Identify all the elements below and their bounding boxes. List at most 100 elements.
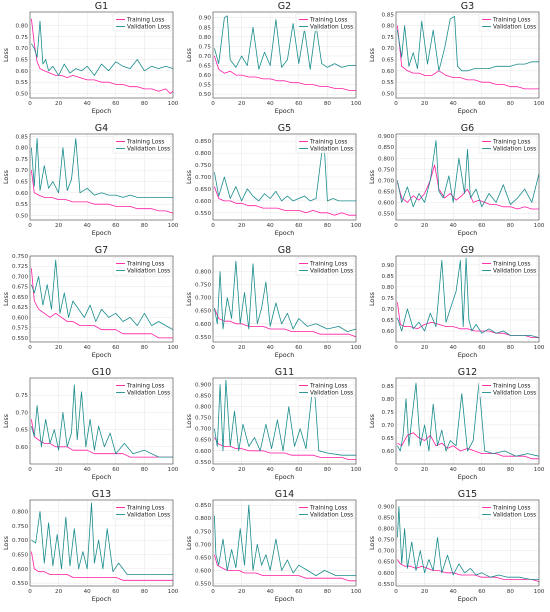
x-tick-label: 80 <box>141 223 149 229</box>
x-tick-label: 60 <box>295 345 303 351</box>
y-axis-label: Loss <box>368 169 376 184</box>
training-loss-line <box>214 437 356 460</box>
y-tick-label: 0.625 <box>12 305 28 311</box>
x-tick-label: 20 <box>421 223 429 229</box>
x-tick-label: 0 <box>28 101 32 107</box>
y-tick-label: 0.850 <box>195 139 211 145</box>
chart-title: G9 <box>461 245 474 256</box>
legend-label-training: Training Loss <box>126 140 164 146</box>
y-tick-label: 0.75 <box>199 44 212 50</box>
y-tick-label: 0.600 <box>378 571 394 577</box>
chart-panel-g6: 0 20 40 60 80 100 0.550 0.600 0.650 0.700 0.750 0.8… <box>366 122 549 244</box>
y-tick-label: 0.700 <box>195 427 211 433</box>
legend-box <box>295 257 355 276</box>
x-tick-label: 60 <box>295 101 303 107</box>
x-tick-label: 100 <box>534 467 545 473</box>
validation-loss-line <box>397 257 540 338</box>
y-tick-label: 0.70 <box>382 46 395 52</box>
y-tick-label: 0.800 <box>378 156 394 162</box>
plot-frame <box>29 499 174 587</box>
x-tick-label: 20 <box>55 467 63 473</box>
y-tick-label: 0.600 <box>195 322 211 328</box>
x-tick-label: 20 <box>421 589 429 595</box>
chart-panel-g10: 0 20 40 60 80 100 0.60 0.65 0.70 0.75 G10 Epoch Loss… <box>0 366 183 488</box>
chart-panel-g2: 0 20 40 60 80 100 0.50 0.55 0.60 0.65 0.70 0.75 0.80… <box>183 0 366 122</box>
y-tick-label: 0.75 <box>16 393 29 399</box>
y-tick-label: 0.50 <box>382 91 395 97</box>
x-axis-label: Epoch <box>92 351 112 359</box>
y-tick-label: 0.85 <box>199 25 212 31</box>
y-tick-label: 0.750 <box>195 416 211 422</box>
y-axis-label: Loss <box>2 413 10 428</box>
x-axis-label: Epoch <box>275 229 295 237</box>
x-tick-label: 0 <box>28 345 32 351</box>
chart-panel-g15: 0 20 40 60 80 100 0.550 0.600 0.650 0.700 0.750 0.8… <box>366 488 549 610</box>
x-tick-label: 80 <box>324 101 332 107</box>
y-tick-label: 0.600 <box>195 568 211 574</box>
x-tick-label: 40 <box>267 345 275 351</box>
legend-label-training: Training Loss <box>126 384 164 390</box>
y-tick-label: 0.60 <box>382 449 395 455</box>
chart-svg: 0 20 40 60 80 100 0.550 0.600 0.650 0.700 0.750 0.8… <box>368 123 545 237</box>
x-tick-label: 0 <box>211 345 215 351</box>
y-tick-label: 0.575 <box>12 326 28 332</box>
chart-svg: 0 20 40 60 80 100 0.50 0.55 0.60 0.65 0.70 0.75 0.80… <box>185 1 362 115</box>
y-tick-label: 0.65 <box>382 318 395 324</box>
y-tick-label: 0.80 <box>382 24 395 30</box>
y-tick-label: 0.800 <box>195 270 211 276</box>
y-axis-label: Loss <box>185 413 193 428</box>
chart-title: G3 <box>461 1 474 12</box>
legend-box <box>295 379 355 398</box>
validation-loss-line <box>31 384 173 458</box>
y-tick-label: 0.60 <box>199 73 212 79</box>
y-tick-label: 0.70 <box>382 307 395 313</box>
x-axis-label: Epoch <box>275 473 295 481</box>
y-tick-label: 0.600 <box>12 315 28 321</box>
chart-svg: 0 20 40 60 80 100 0.550 0.600 0.650 0.700 0.750 0.8… <box>185 367 362 481</box>
chart-panel-g5: 0 20 40 60 80 100 0.550 0.600 0.650 0.700 0.750 0.8… <box>183 122 366 244</box>
y-tick-label: 0.60 <box>16 191 29 197</box>
y-tick-label: 0.750 <box>195 163 211 169</box>
y-tick-label: 0.80 <box>16 24 29 30</box>
y-tick-label: 0.85 <box>16 134 29 140</box>
validation-loss-line <box>397 140 540 208</box>
chart-title: G6 <box>461 123 474 134</box>
training-loss-line <box>397 25 539 90</box>
training-loss-line <box>214 55 356 91</box>
x-tick-label: 60 <box>112 223 120 229</box>
plot-frame <box>29 255 174 343</box>
x-tick-label: 20 <box>238 223 246 229</box>
y-tick-label: 0.750 <box>378 538 394 544</box>
y-tick-label: 0.75 <box>382 35 395 41</box>
x-tick-label: 80 <box>507 345 515 351</box>
y-tick-label: 0.550 <box>12 336 28 342</box>
y-tick-label: 0.65 <box>16 428 29 434</box>
x-tick-label: 40 <box>84 345 92 351</box>
y-tick-label: 0.650 <box>12 552 28 558</box>
training-loss-line <box>214 554 356 582</box>
x-tick-label: 0 <box>211 223 215 229</box>
y-tick-label: 0.60 <box>16 69 29 75</box>
y-tick-label: 0.650 <box>195 309 211 315</box>
legend-label-validation: Validation Loss <box>310 269 353 275</box>
training-loss-line <box>31 419 173 458</box>
y-tick-label: 0.800 <box>195 151 211 157</box>
x-tick-label: 40 <box>450 589 458 595</box>
x-axis-label: Epoch <box>458 595 478 603</box>
legend-label-validation: Validation Loss <box>493 513 536 519</box>
y-tick-label: 0.60 <box>382 329 395 335</box>
plot-frame <box>395 11 540 99</box>
x-tick-label: 40 <box>84 223 92 229</box>
chart-svg: 0 20 40 60 80 100 0.60 0.65 0.70 0.75 G10 Epoch Loss… <box>2 367 179 481</box>
y-tick-label: 0.550 <box>378 582 394 588</box>
y-tick-label: 0.50 <box>199 92 212 98</box>
x-axis-label: Epoch <box>275 351 295 359</box>
chart-title: G5 <box>278 123 291 134</box>
chart-panel-g9: 0 20 40 60 80 100 0.60 0.65 0.70 0.75 0.80 0.85 0.90… <box>366 244 549 366</box>
